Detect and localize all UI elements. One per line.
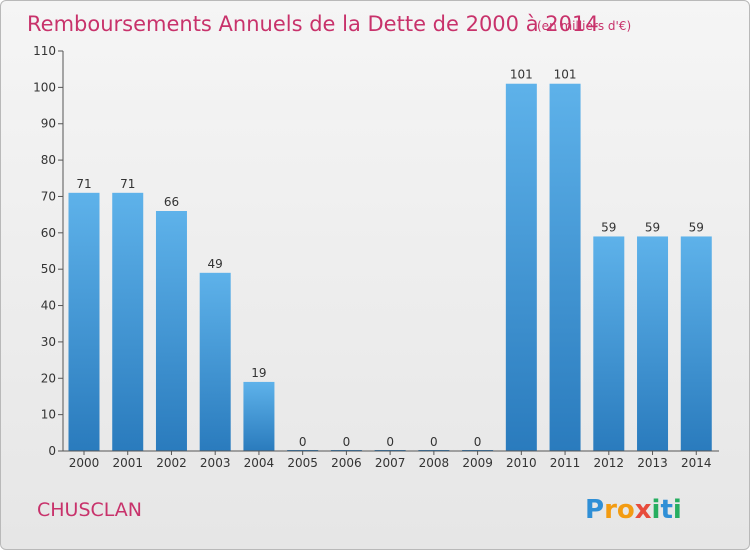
y-tick-label: 80 (41, 153, 56, 167)
logo-letter: o (617, 495, 635, 525)
bar (680, 236, 712, 451)
logo-letter: r (604, 495, 617, 525)
bar-value-label: 0 (299, 435, 307, 449)
x-tick-label: 2007 (375, 456, 406, 470)
x-tick-label: 2004 (244, 456, 275, 470)
commune-name: CHUSCLAN (37, 499, 142, 521)
x-tick-label: 2002 (156, 456, 187, 470)
proxiti-logo: Proxiti (585, 495, 682, 525)
bar (155, 211, 187, 451)
bar-value-label: 59 (689, 220, 704, 234)
x-tick-label: 2010 (506, 456, 537, 470)
logo-letter: P (585, 495, 604, 525)
bar (593, 236, 625, 451)
x-axis: 2000 2001 2002 2003 2004 2005 2006 2007 2008 2009… (63, 450, 719, 470)
bar (68, 192, 100, 451)
y-tick-label: 0 (48, 444, 56, 458)
bar (549, 83, 581, 452)
x-tick-label: 2009 (462, 456, 493, 470)
x-tick-label: 2013 (637, 456, 668, 470)
y-tick-label: 100 (33, 80, 56, 94)
logo-letter: i (652, 495, 661, 525)
y-axis: 0 10 20 30 40 50 60 70 80 90 100 110 (33, 44, 64, 458)
bar (505, 83, 537, 452)
y-tick-label: 40 (41, 299, 56, 313)
logo-letter: i (673, 495, 682, 525)
bar-value-label: 0 (343, 435, 351, 449)
bar-value-label: 49 (208, 257, 223, 271)
chart-subtitle: (en milliers d'€) (537, 19, 631, 33)
x-tick-label: 2005 (287, 456, 318, 470)
bar (112, 192, 144, 451)
logo-letter: t (660, 495, 672, 525)
bar-value-label: 59 (645, 220, 660, 234)
y-tick-label: 10 (41, 408, 56, 422)
x-tick-label: 2011 (550, 456, 581, 470)
x-tick-label: 2000 (69, 456, 100, 470)
bar-value-label: 66 (164, 195, 179, 209)
x-tick-label: 2006 (331, 456, 362, 470)
y-tick-label: 110 (33, 44, 56, 58)
bar (199, 272, 231, 451)
x-tick-label: 2014 (681, 456, 712, 470)
bar-value-label: 71 (76, 177, 91, 191)
y-tick-label: 50 (41, 262, 56, 276)
bar-series: 71 71 66 49 19 0 0 0 0 0 101 101 59 59 59 (68, 68, 712, 452)
bar-value-label: 0 (430, 435, 438, 449)
x-tick-label: 2012 (594, 456, 625, 470)
y-tick-label: 60 (41, 226, 56, 240)
y-tick-label: 30 (41, 335, 56, 349)
chart-title: Remboursements Annuels de la Dette de 20… (27, 12, 599, 36)
bar-value-label: 59 (601, 220, 616, 234)
x-tick-label: 2008 (419, 456, 450, 470)
logo-letter: x (635, 495, 652, 525)
bar (243, 381, 275, 451)
bar-value-label: 0 (474, 435, 482, 449)
y-tick-label: 70 (41, 189, 56, 203)
x-tick-label: 2001 (112, 456, 143, 470)
y-tick-label: 90 (41, 117, 56, 131)
bar-value-label: 0 (386, 435, 394, 449)
bar-value-label: 19 (251, 366, 266, 380)
bar-value-label: 101 (554, 68, 577, 82)
bar-value-label: 71 (120, 177, 135, 191)
y-tick-label: 20 (41, 371, 56, 385)
bar-value-label: 101 (510, 68, 533, 82)
x-tick-label: 2003 (200, 456, 231, 470)
bar (637, 236, 669, 451)
